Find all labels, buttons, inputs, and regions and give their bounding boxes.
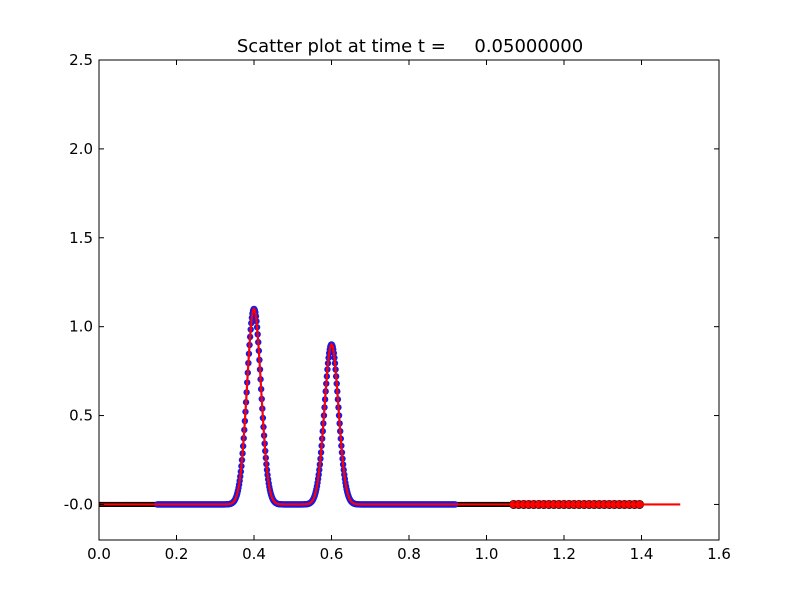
y-tick-label: -0.0: [64, 495, 93, 513]
x-tick-label: 0.8: [397, 545, 421, 563]
x-tick-label: 1.6: [707, 545, 731, 563]
x-tick-label: 1.0: [475, 545, 499, 563]
y-tick-label: 2.0: [69, 140, 93, 158]
chart-title: Scatter plot at time t = 0.05000000: [237, 36, 583, 57]
y-tick-label: 2.5: [69, 51, 93, 69]
series-3: [99, 306, 681, 506]
x-tick-label: 0.4: [242, 545, 266, 563]
series-line: [99, 306, 681, 506]
x-tick-label: 1.4: [630, 545, 654, 563]
axes: 0.0 0.2 0.4 0.6 0.8 1.0 1.2 1.4 1.6 -0.0 0.5 1.0 1.5…: [64, 51, 731, 563]
x-tick-label: 1.2: [552, 545, 576, 563]
x-tick-label: 0.6: [320, 545, 344, 563]
plot-area: [99, 305, 681, 509]
x-tick-label: 0.2: [165, 545, 189, 563]
y-tick-label: 1.0: [69, 318, 93, 336]
y-tick-label: 0.5: [69, 407, 93, 425]
x-tick-label: 0.0: [87, 545, 111, 563]
y-tick-label: 1.5: [69, 229, 93, 247]
